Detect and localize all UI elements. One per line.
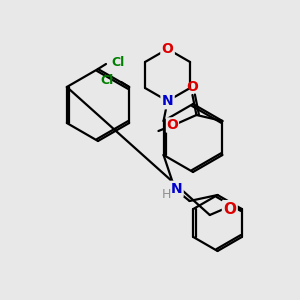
- Text: N: N: [171, 182, 182, 196]
- Text: N: N: [162, 94, 173, 108]
- Text: O: O: [162, 42, 173, 56]
- Text: O: O: [167, 118, 178, 132]
- Text: H: H: [162, 188, 171, 202]
- Text: Cl: Cl: [111, 56, 124, 68]
- Text: O: O: [187, 80, 198, 94]
- Text: O: O: [223, 202, 236, 217]
- Text: Cl: Cl: [100, 74, 114, 86]
